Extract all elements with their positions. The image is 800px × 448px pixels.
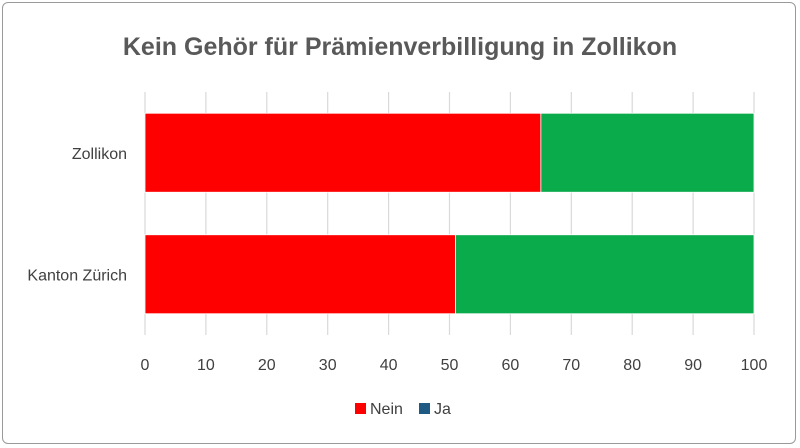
x-tick-label: 30 [319, 357, 337, 374]
chart-frame [2, 2, 796, 444]
x-tick-label: 20 [258, 357, 276, 374]
chart-title: Kein Gehör für Prämienverbilligung in Zo… [123, 33, 677, 61]
legend-label-ja: Ja [434, 401, 451, 418]
category-label: Kanton Zürich [27, 267, 127, 284]
bar-ja [455, 234, 755, 315]
x-tick-label: 100 [741, 357, 768, 374]
x-tick-label: 50 [441, 357, 459, 374]
legend-swatch-ja [419, 403, 430, 414]
legend-swatch-nein [355, 403, 366, 414]
x-tick-label: 70 [562, 357, 580, 374]
x-tick-label: 10 [197, 357, 215, 374]
x-tick-label: 60 [502, 357, 520, 374]
bar-nein [144, 234, 456, 315]
x-tick-label: 40 [380, 357, 398, 374]
bar-ja [540, 112, 755, 193]
x-tick-label: 0 [141, 357, 150, 374]
x-tick-label: 90 [684, 357, 702, 374]
legend-label-nein: Nein [370, 401, 403, 418]
bar-nein [144, 112, 542, 193]
x-tick-label: 80 [623, 357, 641, 374]
category-label: Zollikon [72, 146, 127, 163]
